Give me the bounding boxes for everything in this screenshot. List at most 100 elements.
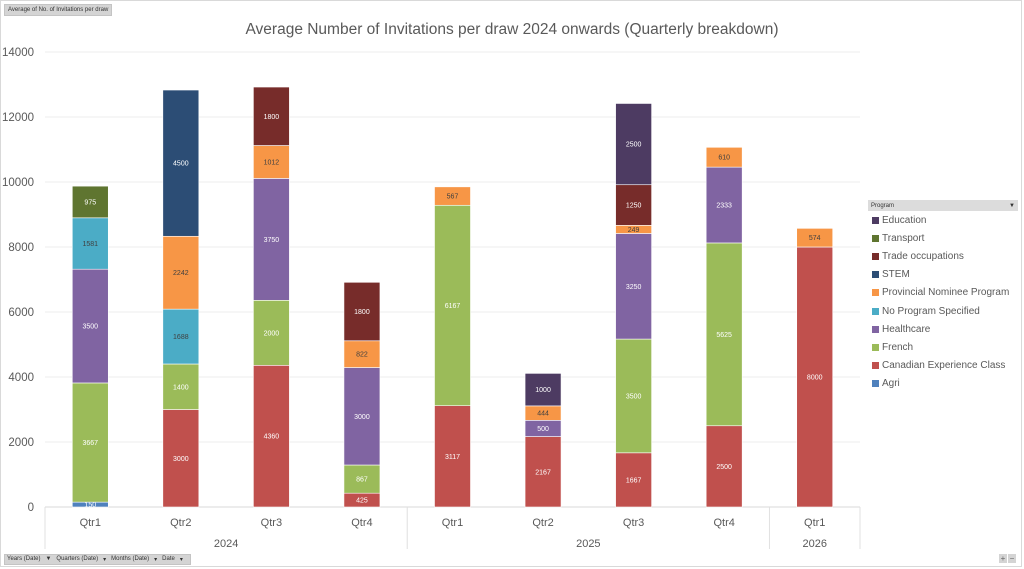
bar-segment [524, 373, 562, 407]
x-tick-label: Qtr1 [80, 517, 101, 529]
bar-segment [615, 233, 652, 340]
legend-swatch [872, 271, 879, 279]
bar-segment [71, 217, 109, 270]
dropdown-icon[interactable]: ▾ [103, 557, 107, 563]
legend-label: STEM [882, 269, 910, 281]
data-label: 3117 [445, 454, 460, 461]
data-label: 822 [356, 352, 368, 359]
data-label: 3000 [354, 414, 370, 421]
data-label: 5625 [716, 332, 732, 339]
legend-label: Transport [882, 232, 925, 244]
axis-field-quarters[interactable]: Quarters (Date) [56, 556, 99, 562]
axis-field-months[interactable]: Months (Date) [111, 556, 150, 562]
legend-label: Agri [882, 378, 900, 390]
legend-header[interactable]: Program ▼ [868, 200, 1018, 211]
data-label: 4500 [173, 161, 189, 168]
zoom-in-button[interactable]: + [999, 554, 1007, 563]
data-label: 574 [809, 235, 821, 242]
data-label: 500 [537, 426, 549, 433]
data-label: 1688 [173, 334, 189, 341]
data-label: 1400 [173, 384, 189, 391]
legend-swatch [872, 343, 879, 351]
axis-field-date[interactable]: Date [162, 556, 175, 562]
legend-items: Education Transport Trade occupations STEM P… [868, 211, 1018, 393]
y-tick-label: 12000 [2, 112, 34, 124]
filter-icon[interactable]: ▼ [45, 556, 52, 562]
data-label: 1667 [626, 477, 642, 484]
dropdown-icon[interactable]: ▾ [179, 557, 183, 563]
data-label: 249 [628, 227, 640, 234]
x-tick-label: Qtr1 [442, 517, 463, 529]
legend-swatch [872, 289, 879, 297]
x-tick-label: Qtr2 [532, 517, 553, 529]
bar-segment [705, 166, 743, 244]
data-label: 3667 [82, 440, 98, 447]
bar-segment [434, 204, 471, 406]
group-label: 2024 [214, 538, 238, 550]
data-label: 150 [84, 502, 96, 509]
data-label: 8000 [807, 375, 823, 382]
value-field-button[interactable]: Average of No. of Invitations per draw [4, 4, 113, 16]
filter-icon[interactable]: ▼ [1009, 202, 1015, 209]
bar-segment [343, 464, 381, 494]
legend-item[interactable]: Agri [868, 375, 1018, 393]
data-label: 425 [356, 498, 368, 505]
legend-title: Program [871, 202, 895, 209]
legend-swatch [872, 325, 879, 333]
y-tick-label: 4000 [8, 372, 34, 384]
bar-segment [162, 89, 200, 237]
data-label: 1012 [264, 159, 280, 166]
data-label: 2500 [626, 142, 642, 149]
data-label: 6167 [445, 303, 461, 310]
bar-segment [71, 382, 109, 503]
legend-label: Healthcare [882, 323, 931, 335]
axis-field-years[interactable]: Years (Date) [7, 556, 41, 562]
y-tick-label: 0 [28, 502, 34, 514]
data-label: 3000 [173, 456, 189, 463]
bar-segment [162, 235, 200, 310]
group-label: 2025 [576, 538, 600, 550]
bar-segment [434, 405, 471, 508]
bar-segment [615, 452, 652, 508]
legend-item[interactable]: French [868, 338, 1018, 356]
bar-segment [71, 268, 109, 384]
bar-segment [343, 340, 381, 368]
legend-item[interactable]: Transport [868, 229, 1018, 247]
bar-segment [434, 186, 471, 206]
bar-segment [343, 281, 381, 342]
group-label: 2026 [802, 538, 826, 550]
bar-segment [343, 367, 381, 466]
legend-item[interactable]: Canadian Experience Class [868, 357, 1018, 375]
dropdown-icon[interactable]: ▾ [154, 557, 158, 563]
data-label: 4360 [264, 434, 280, 441]
zoom-controls: + − [999, 554, 1016, 563]
x-tick-label: Qtr4 [351, 517, 372, 529]
legend-item[interactable]: Trade occupations [868, 247, 1018, 265]
data-label: 3500 [626, 393, 642, 400]
data-label: 1000 [535, 387, 551, 394]
legend-item[interactable]: Education [868, 211, 1018, 229]
legend-label: Provincial Nominee Program [882, 287, 1010, 299]
bar-segment [705, 146, 743, 168]
legend-item[interactable]: Healthcare [868, 320, 1018, 338]
bar-segment [162, 363, 200, 410]
zoom-out-button[interactable]: − [1008, 554, 1016, 563]
legend-swatch [872, 216, 879, 224]
data-label: 1581 [82, 241, 98, 248]
bar-segment [253, 364, 290, 508]
data-label: 2167 [535, 469, 551, 476]
legend-item[interactable]: STEM [868, 266, 1018, 284]
legend-swatch [872, 234, 879, 242]
y-tick-label: 10000 [2, 177, 34, 189]
legend-item[interactable]: Provincial Nominee Program [868, 284, 1018, 302]
legend-label: French [882, 341, 914, 353]
bar-segment [705, 425, 743, 508]
bar-segment [253, 178, 290, 301]
x-tick-label: Qtr2 [170, 517, 191, 529]
data-label: 975 [84, 199, 96, 206]
legend-item[interactable]: No Program Specified [868, 302, 1018, 320]
data-label: 567 [447, 194, 459, 201]
bar-segment [615, 103, 652, 186]
